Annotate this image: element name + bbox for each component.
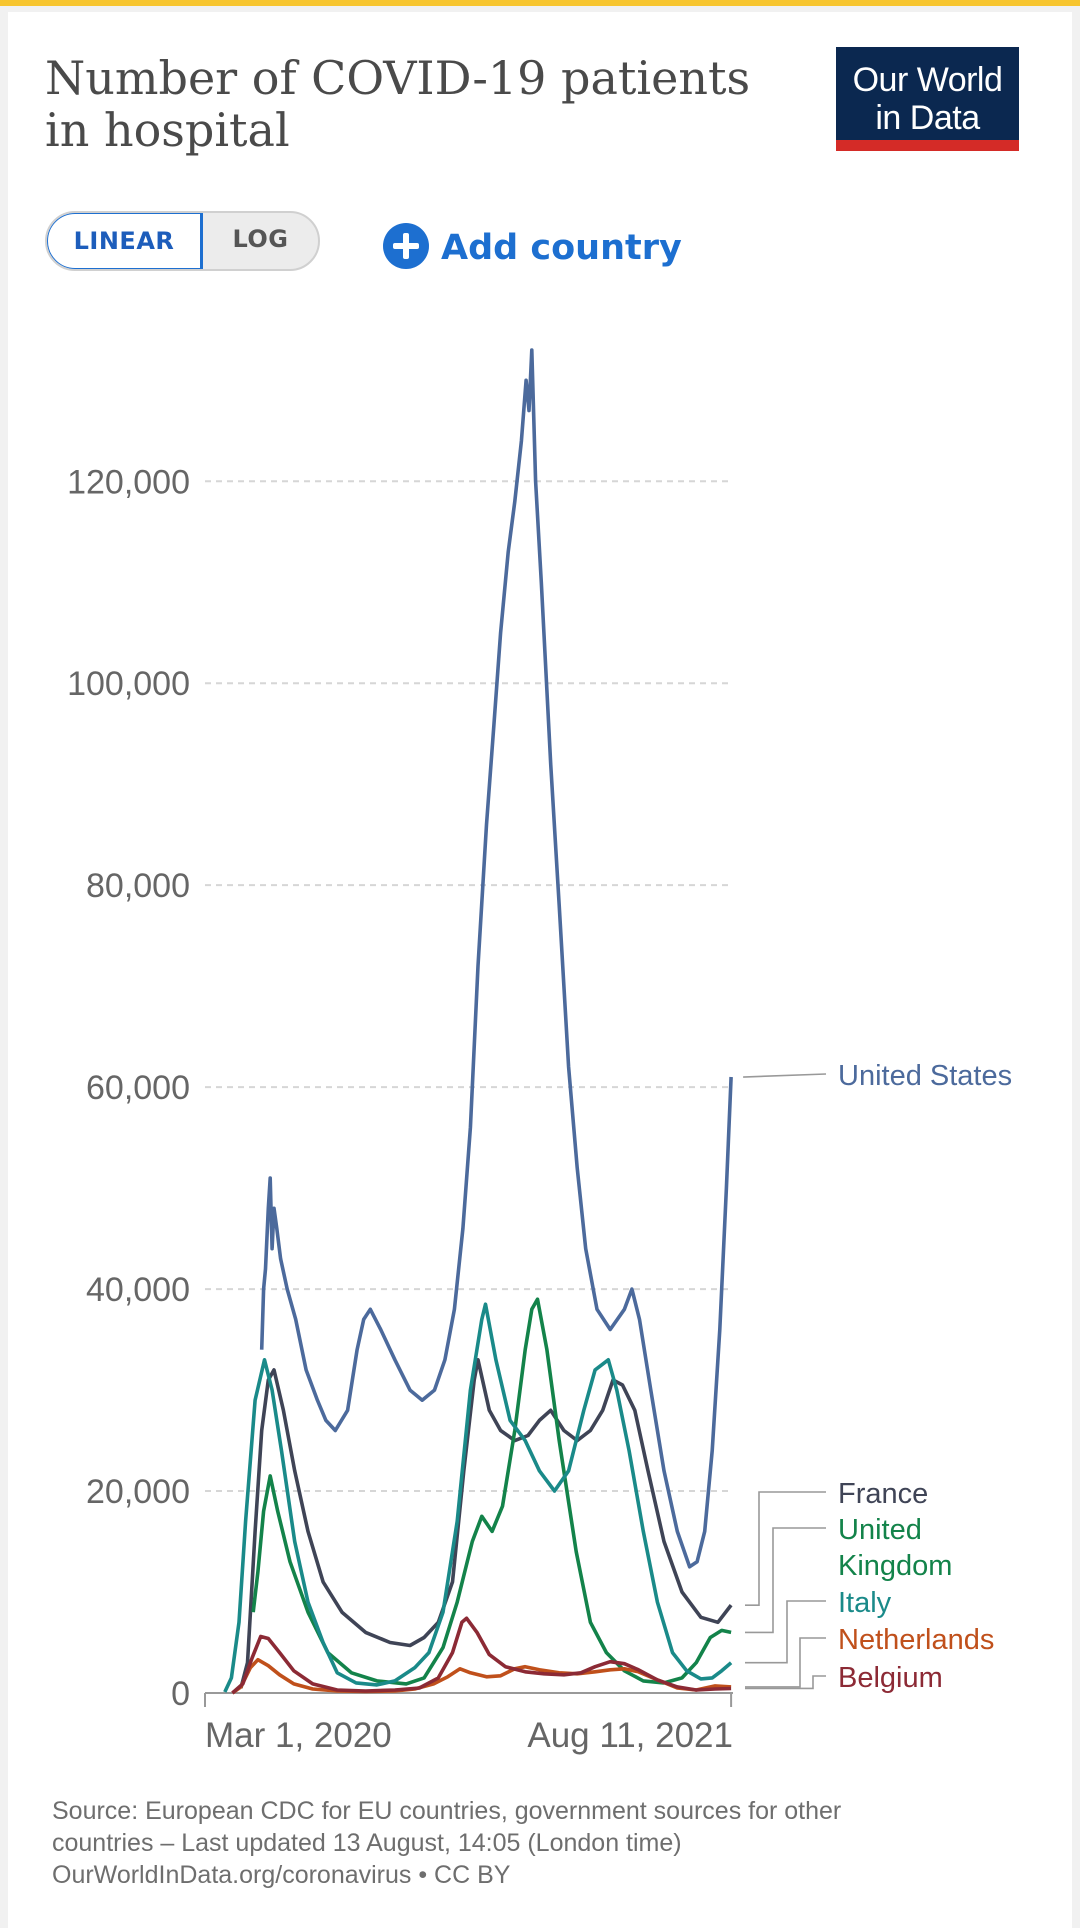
footer: Source: European CDC for EU countries, g… xyxy=(52,1795,1012,1891)
label-connector xyxy=(745,1527,826,1634)
label-connector xyxy=(745,1600,826,1664)
chart-card xyxy=(8,12,1072,1928)
site-link[interactable]: OurWorldInData.org/coronavirus • CC BY xyxy=(52,1861,511,1889)
label-connector xyxy=(745,1675,826,1690)
series-line-netherlands[interactable] xyxy=(231,1657,732,1695)
line-chart: 0 20,000 40,000 60,000 80,000 100,000 120,000 M… xyxy=(67,348,1012,1755)
plus-circle-icon xyxy=(383,223,429,269)
series-label-united-states[interactable]: United States xyxy=(838,1060,1012,1092)
series-line-united-states[interactable] xyxy=(259,348,733,1569)
label-connector xyxy=(745,1491,826,1606)
add-country-label: Add country xyxy=(441,228,682,268)
y-tick-label: 80,000 xyxy=(86,867,190,905)
logo-line1: Our World xyxy=(852,61,1003,99)
series-line-france[interactable] xyxy=(239,1358,733,1689)
series-label-belgium[interactable]: Belgium xyxy=(838,1662,943,1694)
chart-title-line1: Number of COVID-19 patients xyxy=(45,51,751,105)
owid-logo[interactable]: Our World in Data xyxy=(836,47,1019,151)
gridlines xyxy=(205,480,733,1493)
series-label-line: France xyxy=(838,1478,928,1510)
chart-title-line2: in hospital xyxy=(45,103,290,157)
series-label-line: Kingdom xyxy=(838,1550,952,1582)
axes: 0 20,000 40,000 60,000 80,000 100,000 120,000 M… xyxy=(67,463,733,1755)
y-tick-label: 60,000 xyxy=(86,1069,190,1107)
series-line-united-kingdom[interactable] xyxy=(251,1297,732,1686)
series-line-belgium[interactable] xyxy=(231,1616,732,1695)
log-scale-button[interactable]: LOG xyxy=(232,225,289,253)
y-tick-label: 40,000 xyxy=(86,1271,190,1309)
x-tick-label: Aug 11, 2021 xyxy=(527,1716,733,1755)
y-tick-label: 20,000 xyxy=(86,1473,190,1511)
top-accent-bar xyxy=(0,0,1080,6)
series-label-netherlands[interactable]: Netherlands xyxy=(838,1624,994,1656)
source-line1: Source: European CDC for EU countries, g… xyxy=(52,1797,842,1825)
label-connector xyxy=(743,1073,827,1078)
series-label-line: Belgium xyxy=(838,1662,943,1694)
scale-toggle: LINEAR LOG xyxy=(45,211,320,271)
series-lines xyxy=(223,348,733,1695)
linear-scale-button[interactable]: LINEAR xyxy=(47,213,203,269)
series-label-line: United xyxy=(838,1514,922,1546)
source-line2: countries – Last updated 13 August, 14:0… xyxy=(52,1829,682,1857)
series-label-france[interactable]: France xyxy=(838,1478,928,1510)
y-tick-label: 120,000 xyxy=(67,463,190,501)
series-label-line: Netherlands xyxy=(838,1624,994,1656)
series-label-italy[interactable]: Italy xyxy=(838,1587,892,1619)
chart-title: Number of COVID-19 patients in hospital xyxy=(45,52,785,156)
logo-line2: in Data xyxy=(875,99,980,137)
series-label-line: United States xyxy=(838,1060,1012,1092)
series-label-line: Italy xyxy=(838,1587,892,1619)
series-labels: United States France United Kingdom Italy Net… xyxy=(743,1060,1012,1694)
y-tick-label: 0 xyxy=(171,1675,190,1713)
x-tick-label: Mar 1, 2020 xyxy=(205,1716,392,1755)
series-line-italy[interactable] xyxy=(223,1302,733,1693)
add-country-button[interactable]: Add country xyxy=(383,223,682,274)
y-tick-label: 100,000 xyxy=(67,665,190,703)
label-connector xyxy=(745,1637,826,1688)
series-label-united-kingdom[interactable]: United Kingdom xyxy=(838,1514,952,1582)
